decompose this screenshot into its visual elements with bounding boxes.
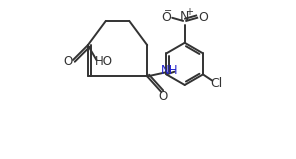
Text: O: O xyxy=(64,55,73,68)
Text: N: N xyxy=(180,10,189,23)
Text: O: O xyxy=(158,90,168,103)
Text: −: − xyxy=(164,6,172,16)
Text: O: O xyxy=(198,10,208,24)
Text: +: + xyxy=(185,7,193,17)
Text: Cl: Cl xyxy=(210,77,222,90)
Text: HO: HO xyxy=(94,55,112,68)
Text: NH: NH xyxy=(161,64,178,77)
Text: O: O xyxy=(162,10,171,24)
